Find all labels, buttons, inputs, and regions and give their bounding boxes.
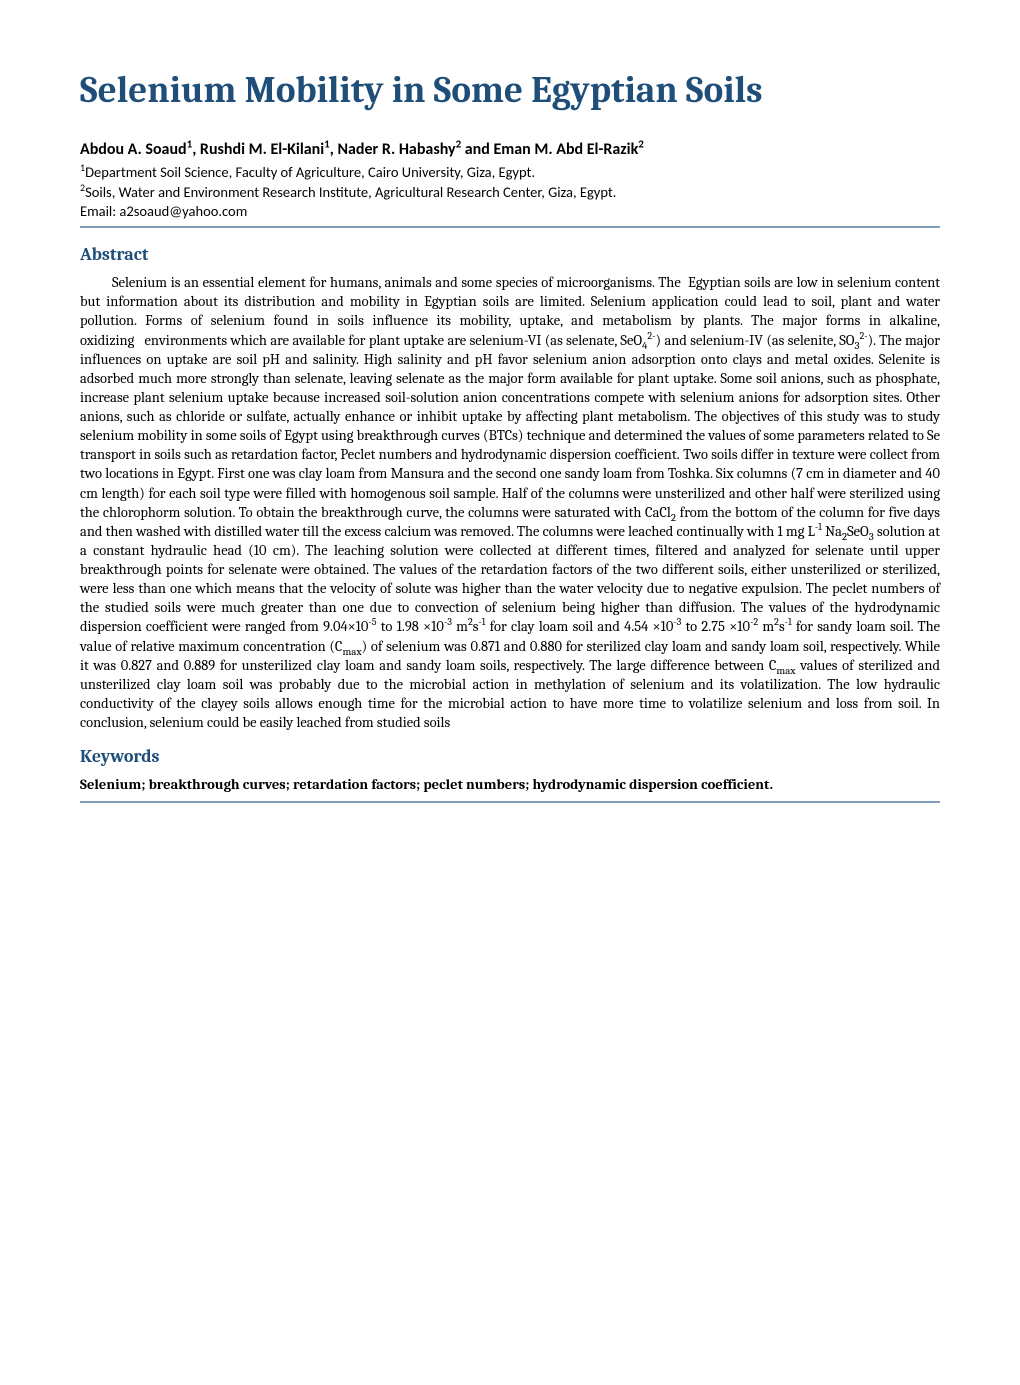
author-email: Email: a2soaud@yahoo.com [80, 202, 940, 220]
abstract-body: Selenium is an essential element for hum… [80, 273, 940, 732]
keywords-heading: Keywords [80, 746, 940, 767]
authors-line: Abdou A. Soaud1, Rushdi M. El-Kilani1, N… [80, 140, 940, 159]
divider-top [80, 226, 940, 228]
affiliation-2: 2Soils, Water and Environment Research I… [80, 183, 940, 203]
affiliation-1: 1Department Soil Science, Faculty of Agr… [80, 163, 940, 183]
paper-title: Selenium Mobility in Some Egyptian Soils [80, 70, 940, 112]
abstract-heading: Abstract [80, 244, 940, 265]
keywords-body: Selenium; breakthrough curves; retardati… [80, 775, 940, 795]
divider-bottom [80, 801, 940, 803]
